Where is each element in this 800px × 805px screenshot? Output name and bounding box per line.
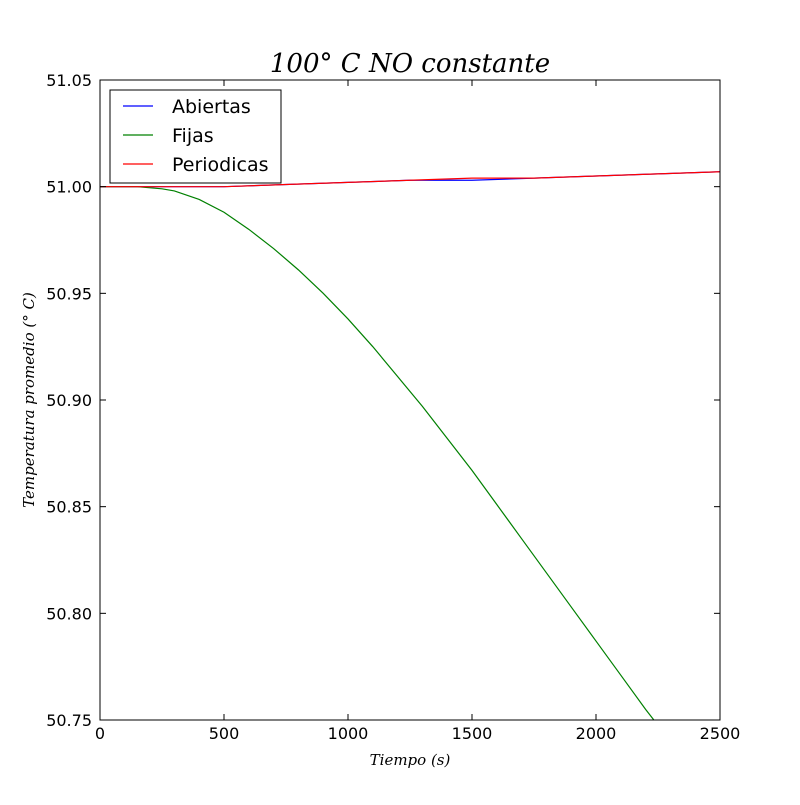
x-tick-label: 1500 xyxy=(452,724,493,743)
x-axis-label: Tiempo (s) xyxy=(370,751,451,769)
y-tick-label: 50.75 xyxy=(46,711,92,730)
ticks-layer: 0 500 1000 1500 2000 2500 50.75 50.80 50.85 50.90… xyxy=(46,71,740,743)
x-tick-label: 2500 xyxy=(700,724,741,743)
series-line-fijas xyxy=(100,186,655,720)
chart-title: 100° C NO constante xyxy=(270,49,550,79)
y-tick-label: 50.95 xyxy=(46,284,92,303)
legend-label-fijas: Fijas xyxy=(172,125,214,147)
legend: Abiertas Fijas Periodicas xyxy=(109,89,282,184)
series-layer xyxy=(100,171,720,720)
y-tick-label: 50.90 xyxy=(46,391,92,410)
y-axis-label: Temperatura promedio (° C) xyxy=(20,292,38,508)
y-tick-label: 50.80 xyxy=(46,604,92,623)
legend-label-periodicas: Periodicas xyxy=(172,154,269,176)
x-tick-label: 2000 xyxy=(576,724,617,743)
x-tick-label: 1000 xyxy=(328,724,369,743)
x-tick-label: 500 xyxy=(209,724,240,743)
y-tick-label: 50.85 xyxy=(46,498,92,517)
series-line-periodicas xyxy=(100,171,720,188)
y-tick-label: 51.05 xyxy=(46,71,92,90)
legend-label-abiertas: Abiertas xyxy=(172,96,251,118)
y-tick-label: 51.00 xyxy=(46,178,92,197)
x-tick-label: 0 xyxy=(95,724,105,743)
